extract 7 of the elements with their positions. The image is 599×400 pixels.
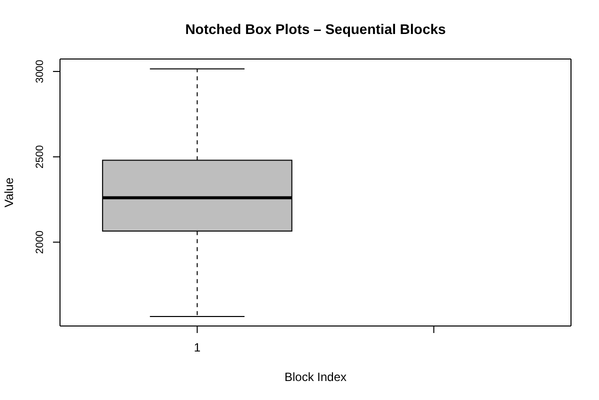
y-axis-title: Value bbox=[2, 177, 16, 208]
y-tick-label: 2000 bbox=[34, 230, 46, 254]
y-tick-label: 2500 bbox=[34, 144, 46, 168]
y-tick-label: 3000 bbox=[34, 60, 46, 84]
x-tick-label: 1 bbox=[194, 340, 201, 355]
chart-title: Notched Box Plots – Sequential Blocks bbox=[184, 21, 447, 37]
x-axis-title: Block Index bbox=[284, 370, 347, 384]
